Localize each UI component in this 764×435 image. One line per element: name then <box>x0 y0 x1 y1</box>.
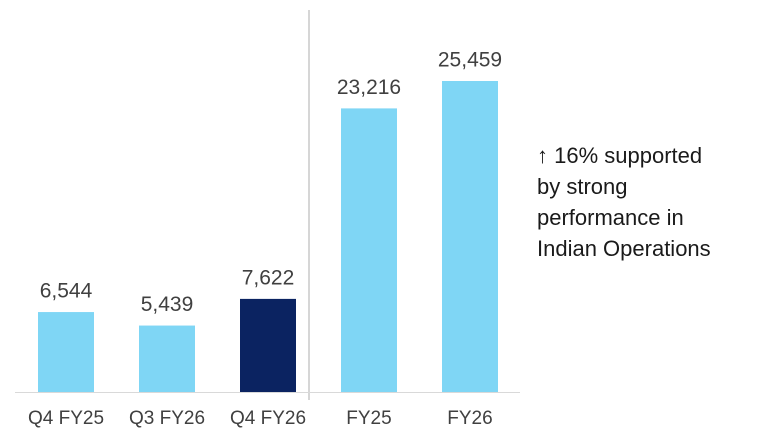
x-tick-label: Q3 FY26 <box>129 408 205 429</box>
value-label: 6,544 <box>40 280 93 303</box>
x-tick-label: FY25 <box>346 408 391 429</box>
bar <box>442 81 498 392</box>
annotation: ↑ 16% supported <box>537 143 702 168</box>
value-label: 23,216 <box>337 76 401 99</box>
bar <box>139 325 195 392</box>
annotation: Indian Operations <box>537 236 711 261</box>
bar <box>240 298 296 392</box>
value-label: 25,459 <box>438 49 502 72</box>
value-label: 5,439 <box>141 293 194 316</box>
value-label: 7,622 <box>242 266 295 289</box>
x-tick-label: Q4 FY25 <box>28 408 104 429</box>
annotation: performance in <box>537 205 684 230</box>
x-tick-label: Q4 FY26 <box>230 408 306 429</box>
annotation: by strong <box>537 174 628 199</box>
bar <box>38 312 94 392</box>
bar <box>341 108 397 393</box>
x-tick-label: FY26 <box>447 408 492 429</box>
